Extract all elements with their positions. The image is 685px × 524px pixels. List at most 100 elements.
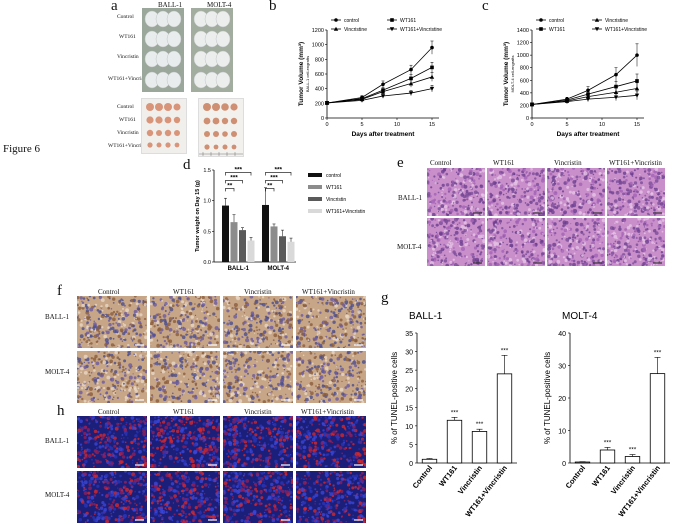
cell-dot <box>599 250 604 254</box>
cell-dot <box>647 190 650 194</box>
cell-dot <box>325 301 329 305</box>
cell-dot <box>618 187 621 189</box>
cell-dot <box>259 318 261 320</box>
cell-dot <box>251 378 254 380</box>
cell-dot <box>211 360 216 365</box>
cell-dot <box>109 441 111 443</box>
cell-dot <box>159 357 163 361</box>
cell-dot <box>477 231 481 235</box>
cell-dot <box>331 319 333 321</box>
cell-dot <box>234 371 237 373</box>
cell-dot <box>559 210 562 213</box>
cell-dot <box>163 339 167 343</box>
cell-dot <box>261 332 265 336</box>
cell-dot <box>181 389 185 393</box>
cell-dot <box>478 218 480 220</box>
cell-dot <box>152 315 157 320</box>
cell-dot <box>262 340 265 343</box>
cell-dot <box>583 260 586 263</box>
cell-dot <box>611 249 613 252</box>
cell-dot <box>533 184 537 188</box>
cell-dot <box>105 458 107 461</box>
cell-dot <box>109 378 113 381</box>
cell-dot <box>77 399 80 403</box>
cell-dot <box>511 190 515 194</box>
cell-dot <box>332 311 336 315</box>
cell-dot <box>632 262 635 265</box>
cell-dot <box>179 459 181 461</box>
cell-dot <box>453 224 456 227</box>
cell-dot <box>224 328 228 332</box>
cell-dot <box>282 309 286 313</box>
x-tick-label: 10 <box>599 122 605 128</box>
cell-dot <box>609 168 611 170</box>
cell-dot <box>334 308 337 311</box>
cell-dot <box>526 264 530 266</box>
cell-dot <box>478 243 480 246</box>
cell-dot <box>437 210 440 213</box>
cell-dot <box>96 382 99 385</box>
cell-dot <box>352 402 354 403</box>
cell-dot <box>588 236 591 239</box>
cell-dot <box>535 182 540 187</box>
cell-dot <box>470 205 474 209</box>
cell-dot <box>444 169 447 172</box>
cell-dot <box>101 331 105 335</box>
cell-dot <box>350 303 355 308</box>
cell-dot <box>530 168 533 171</box>
cell-dot <box>164 425 169 430</box>
cell-dot <box>314 390 316 392</box>
cell-dot <box>106 460 110 464</box>
cell-dot <box>79 323 83 327</box>
cell-dot <box>493 248 497 252</box>
cell-dot <box>347 381 350 384</box>
cell-dot <box>126 346 131 348</box>
cell-dot <box>568 262 572 266</box>
cell-dot <box>547 188 549 192</box>
cell-dot <box>334 303 337 305</box>
cell-dot <box>215 351 218 353</box>
cell-dot <box>571 254 574 258</box>
cell-dot <box>296 345 299 348</box>
cell-dot <box>234 345 237 348</box>
cell-dot <box>153 463 157 468</box>
cell-dot <box>658 220 662 224</box>
cell-dot <box>235 329 239 333</box>
cell-dot <box>536 254 540 257</box>
cell-dot <box>662 174 665 176</box>
cell-dot <box>431 234 434 238</box>
cell-dot <box>481 221 485 224</box>
cell-dot <box>225 363 228 366</box>
cell-dot <box>98 450 101 453</box>
cell-dot <box>631 196 635 199</box>
cell-dot <box>523 176 528 180</box>
cell-dot <box>614 204 618 208</box>
cell-dot <box>113 416 117 419</box>
cell-dot <box>466 175 470 179</box>
cell-dot <box>618 206 623 210</box>
cell-dot <box>95 361 100 366</box>
cell-dot <box>258 390 261 394</box>
cell-dot <box>156 343 161 348</box>
cell-dot <box>459 205 462 208</box>
cell-dot <box>140 440 143 443</box>
cell-dot <box>117 384 120 387</box>
cell-dot <box>184 358 187 361</box>
cell-dot <box>104 314 107 316</box>
cell-dot <box>439 243 442 246</box>
cell-dot <box>322 324 326 328</box>
cell-dot <box>591 179 595 183</box>
cell-dot <box>610 202 613 206</box>
cell-dot <box>296 307 299 311</box>
cell-dot <box>476 255 478 257</box>
cell-dot <box>104 447 107 449</box>
cell-dot <box>163 358 167 363</box>
cell-dot <box>551 186 554 189</box>
data-point <box>429 74 435 79</box>
cell-dot <box>208 421 212 426</box>
cell-dot <box>516 258 520 262</box>
cell-dot <box>430 258 434 262</box>
cell-dot <box>429 263 434 266</box>
cell-dot <box>526 203 530 207</box>
cell-dot <box>251 339 255 343</box>
